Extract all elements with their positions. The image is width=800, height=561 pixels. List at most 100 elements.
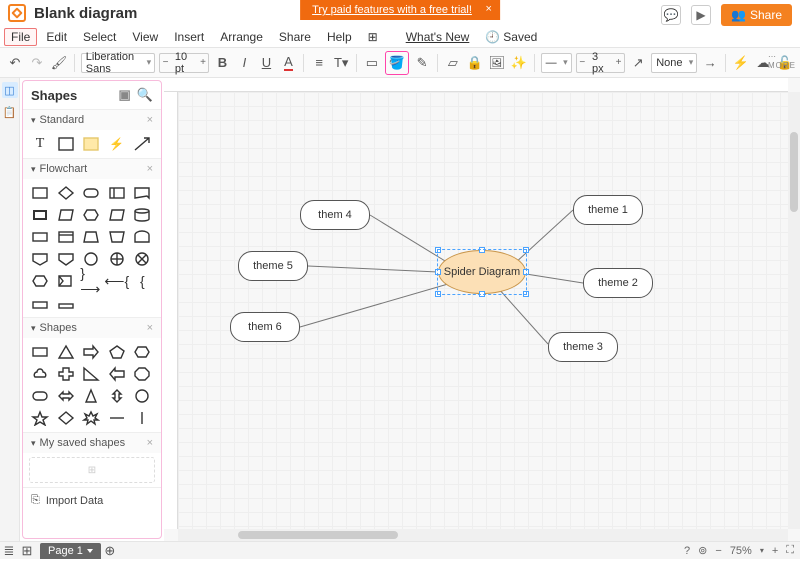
underline-button[interactable]: U bbox=[257, 53, 275, 73]
bs-hline[interactable] bbox=[106, 408, 128, 428]
canvas[interactable]: them 4theme 1theme 5theme 2them 6theme 3… bbox=[164, 78, 800, 541]
share-button[interactable]: 👥 Share bbox=[721, 4, 792, 26]
text-color-button[interactable]: A bbox=[279, 53, 297, 73]
fc-round[interactable] bbox=[80, 183, 102, 203]
scrollbar-vertical[interactable] bbox=[788, 92, 800, 529]
node-center[interactable]: Spider Diagram bbox=[438, 250, 526, 294]
node-t5[interactable]: theme 5 bbox=[238, 251, 308, 281]
menu-arrange[interactable]: Arrange bbox=[213, 28, 270, 46]
selection-handle[interactable] bbox=[523, 291, 529, 297]
menu-view[interactable]: View bbox=[125, 28, 165, 46]
section-flowchart-close[interactable]: × bbox=[147, 163, 153, 175]
scroll-thumb-h[interactable] bbox=[238, 531, 398, 539]
shape-arrow[interactable] bbox=[131, 134, 153, 154]
selection-handle[interactable] bbox=[479, 247, 485, 253]
bs-cloud[interactable] bbox=[29, 364, 51, 384]
bold-button[interactable]: B bbox=[213, 53, 231, 73]
status-help-icon[interactable]: ? bbox=[684, 545, 690, 557]
zoom-value[interactable]: 75% bbox=[730, 545, 752, 557]
add-page-button[interactable]: ⊕ bbox=[101, 541, 119, 561]
image-button[interactable]: 🖼 bbox=[488, 53, 506, 73]
node-t1[interactable]: theme 1 bbox=[573, 195, 643, 225]
menu-file[interactable]: File bbox=[4, 28, 37, 46]
node-t3[interactable]: theme 3 bbox=[548, 332, 618, 362]
border-color-button[interactable]: ✎ bbox=[413, 53, 431, 73]
bs-circ[interactable] bbox=[131, 386, 153, 406]
comment-icon[interactable]: 💬 bbox=[661, 5, 681, 25]
selection-handle[interactable] bbox=[435, 269, 441, 275]
linewidth-spinner[interactable]: − 3 px + bbox=[576, 53, 626, 73]
saved-shapes-drop[interactable]: ⊞ bbox=[29, 457, 155, 483]
page-tab[interactable]: Page 1 bbox=[40, 543, 101, 559]
promo-banner[interactable]: Try paid features with a free trial! × bbox=[300, 0, 500, 20]
fc-circle3[interactable] bbox=[131, 249, 153, 269]
bs-rect[interactable] bbox=[29, 342, 51, 362]
fc-brace2[interactable]: ⟵{ bbox=[106, 271, 128, 291]
flash-button[interactable]: ⚡ bbox=[732, 53, 750, 73]
fontsize-increase[interactable]: + bbox=[198, 57, 209, 68]
fc-pent[interactable] bbox=[29, 249, 51, 269]
fc-card[interactable] bbox=[29, 293, 51, 313]
node-t2[interactable]: theme 2 bbox=[583, 268, 653, 298]
fontsize-spinner[interactable]: − 10 pt + bbox=[159, 53, 209, 73]
undo-button[interactable]: ↶ bbox=[6, 53, 24, 73]
fc-tag[interactable] bbox=[55, 271, 77, 291]
page-menu-icon[interactable] bbox=[87, 549, 93, 553]
node-t6[interactable]: them 6 bbox=[230, 312, 300, 342]
fc-hex2[interactable] bbox=[29, 271, 51, 291]
selection-handle[interactable] bbox=[435, 291, 441, 297]
fc-cyl[interactable] bbox=[131, 205, 153, 225]
fontsize-decrease[interactable]: − bbox=[160, 57, 171, 68]
fc-hex[interactable] bbox=[80, 205, 102, 225]
italic-button[interactable]: I bbox=[235, 53, 253, 73]
selection-handle[interactable] bbox=[523, 269, 529, 275]
fc-doc1[interactable] bbox=[106, 183, 128, 203]
shape-flash[interactable]: ⚡ bbox=[106, 134, 128, 154]
paint-format-button[interactable]: 🖌 bbox=[50, 53, 68, 73]
bs-arrow[interactable] bbox=[80, 342, 102, 362]
selection-handle[interactable] bbox=[523, 247, 529, 253]
rail-clipboard-icon[interactable]: 📋 bbox=[2, 104, 18, 120]
fc-trap1[interactable] bbox=[29, 205, 51, 225]
bs-oct[interactable] bbox=[131, 364, 153, 384]
fc-trap2[interactable] bbox=[80, 227, 102, 247]
section-shapes[interactable]: ▾Shapes × bbox=[23, 317, 161, 338]
status-list-icon[interactable]: ≣ bbox=[0, 541, 18, 561]
fc-brace1[interactable]: }⟶ bbox=[80, 271, 102, 291]
section-shapes-close[interactable]: × bbox=[147, 322, 153, 334]
align-button[interactable]: ≡ bbox=[310, 53, 328, 73]
promo-close-icon[interactable]: × bbox=[485, 3, 491, 15]
fc-brace3[interactable]: { bbox=[131, 271, 153, 291]
section-standard-close[interactable]: × bbox=[147, 114, 153, 126]
zoom-in-button[interactable]: + bbox=[772, 545, 778, 557]
fc-para[interactable] bbox=[106, 205, 128, 225]
arrow-style-select[interactable]: None bbox=[651, 53, 697, 73]
bs-rtri[interactable] bbox=[80, 364, 102, 384]
magic-button[interactable]: ✨ bbox=[510, 53, 528, 73]
menu-share[interactable]: Share bbox=[272, 28, 318, 46]
shape-square[interactable] bbox=[55, 134, 77, 154]
bs-udarrow[interactable] bbox=[106, 386, 128, 406]
bs-dbl[interactable] bbox=[55, 386, 77, 406]
zoom-out-button[interactable]: − bbox=[715, 545, 721, 557]
shape-text[interactable]: T bbox=[29, 134, 51, 154]
menu-shortcuts-icon[interactable]: ⊞ bbox=[361, 28, 385, 46]
shape-note[interactable] bbox=[80, 134, 102, 154]
selection-handle[interactable] bbox=[435, 247, 441, 253]
status-target-icon[interactable]: ⊚ bbox=[698, 544, 707, 557]
fc-doc2[interactable] bbox=[131, 183, 153, 203]
fc-data[interactable] bbox=[55, 205, 77, 225]
shape-insert-button[interactable]: ▭ bbox=[363, 53, 381, 73]
fc-rect2[interactable] bbox=[29, 227, 51, 247]
fc-circle2[interactable] bbox=[106, 249, 128, 269]
menu-select[interactable]: Select bbox=[76, 28, 123, 46]
scrollbar-horizontal[interactable] bbox=[178, 529, 788, 541]
toolbar-more[interactable]: ⋯MORE bbox=[768, 52, 796, 70]
linewidth-decrease[interactable]: − bbox=[577, 57, 588, 68]
text-options-button[interactable]: T▾ bbox=[332, 53, 350, 73]
line-shape-button[interactable]: ▱ bbox=[444, 53, 462, 73]
present-icon[interactable]: ▶ bbox=[691, 5, 711, 25]
bs-vline[interactable] bbox=[131, 408, 153, 428]
fc-diamond[interactable] bbox=[55, 183, 77, 203]
fc-tape[interactable] bbox=[55, 293, 77, 313]
